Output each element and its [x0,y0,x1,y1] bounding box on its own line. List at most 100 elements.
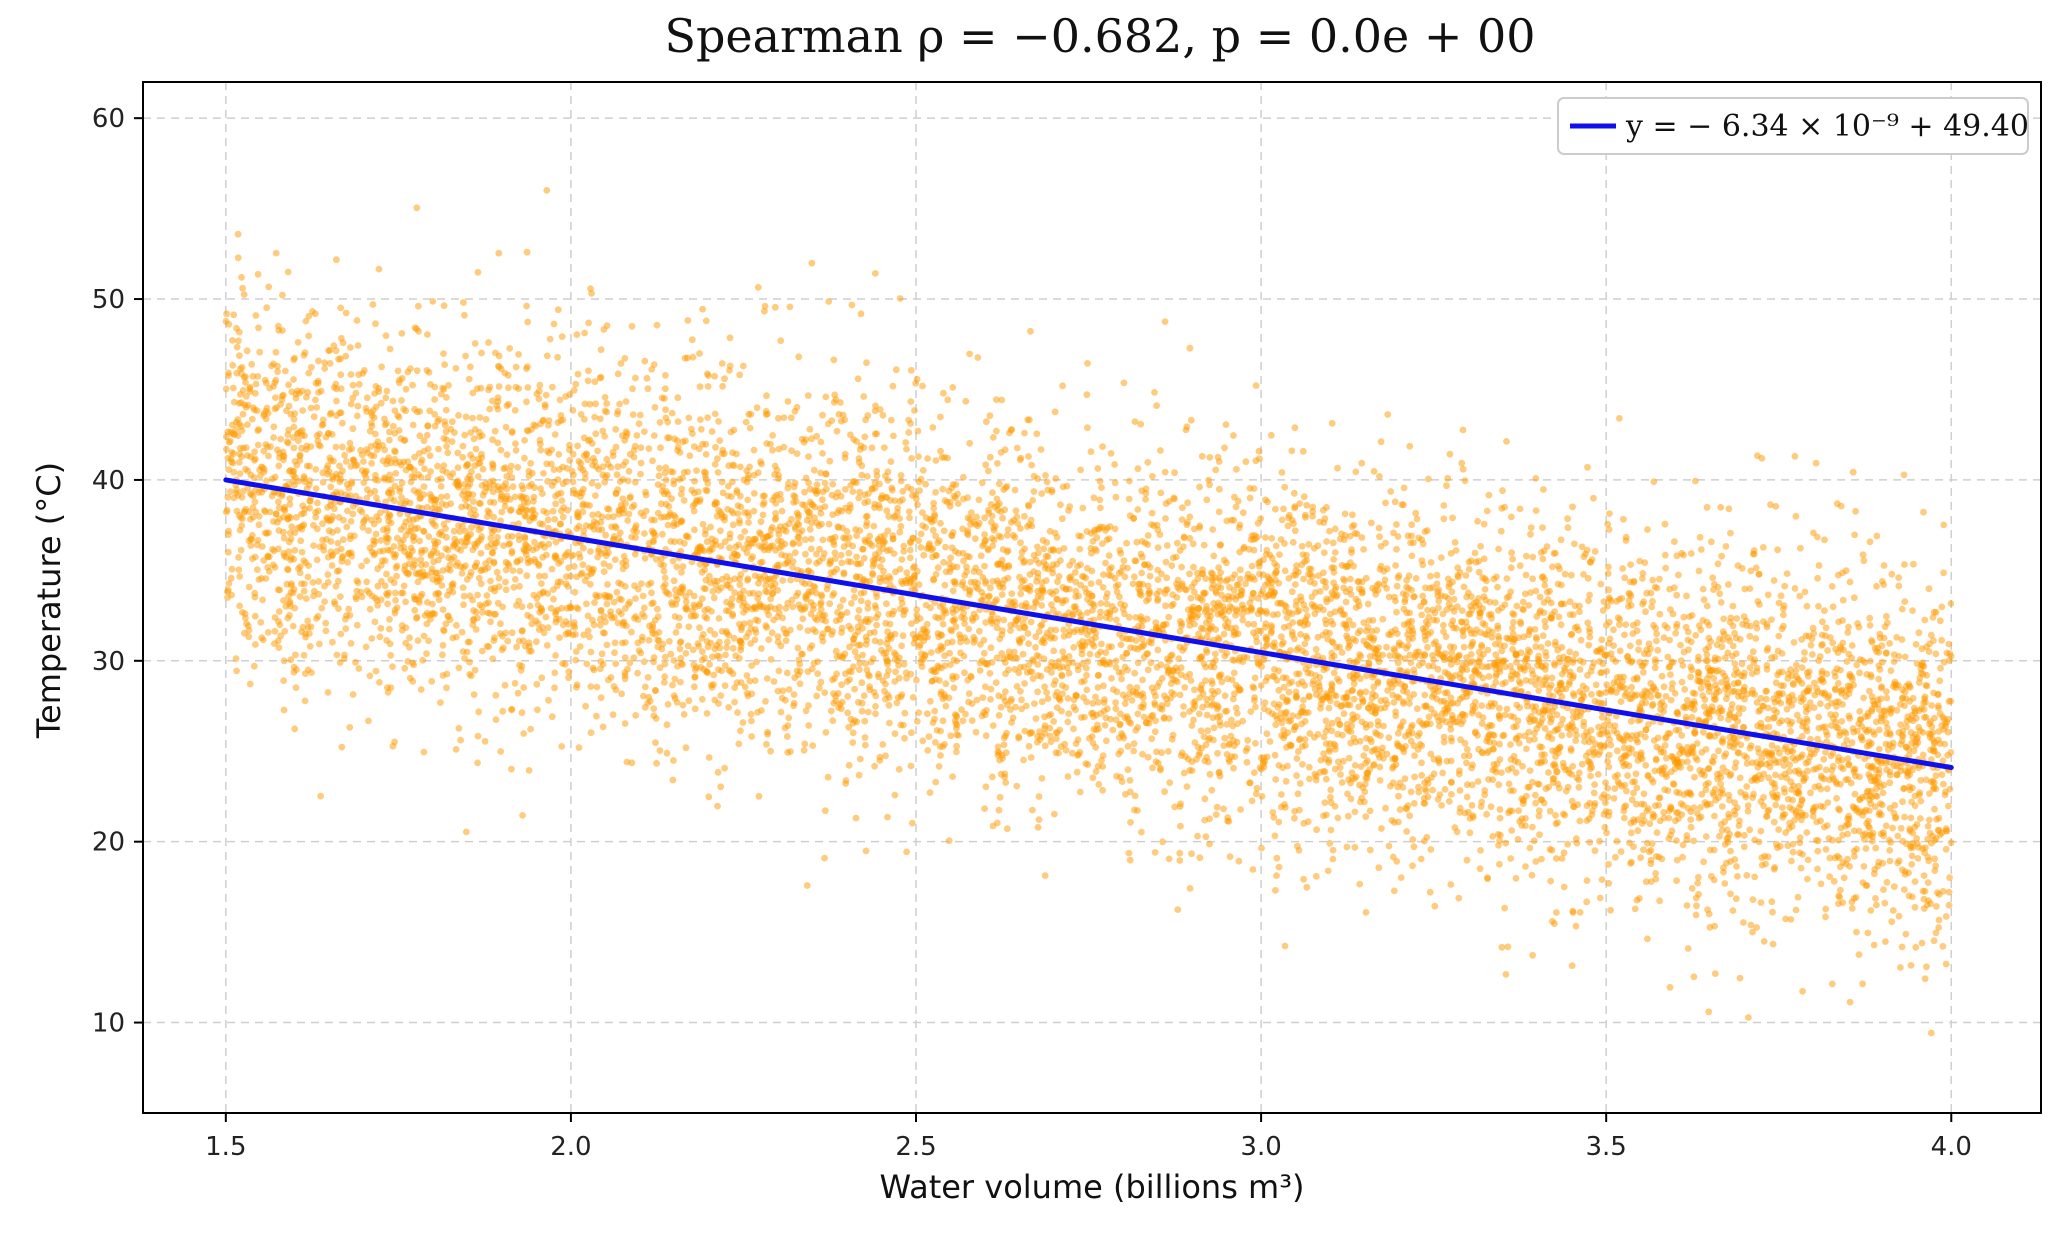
scatter-point [1807,789,1814,797]
scatter-point [1709,574,1717,582]
scatter-point [1846,714,1854,722]
scatter-point [562,630,570,638]
scatter-point [1853,661,1861,669]
scatter-point [628,322,636,330]
scatter-point [313,432,321,440]
scatter-point [393,534,401,542]
scatter-point [1643,839,1651,847]
scatter-point [550,320,558,328]
scatter-point [1225,756,1233,763]
scatter-point [1397,874,1405,881]
scatter-point [1194,832,1201,840]
scatter-point [625,467,633,475]
scatter-point [1481,586,1489,593]
scatter-point [947,554,954,562]
scatter-point [851,648,859,656]
scatter-point [358,593,366,601]
scatter-point [485,599,492,607]
scatter-point [825,520,833,528]
scatter-point [785,686,793,693]
scatter-point [621,675,629,683]
scatter-point [1360,619,1368,626]
scatter-point [344,507,351,515]
scatter-point [1921,616,1929,624]
scatter-point [503,451,511,458]
scatter-point [1158,675,1166,682]
scatter-point [1879,658,1886,666]
scatter-point [847,431,854,439]
scatter-point [1661,742,1669,749]
scatter-point [1083,686,1091,694]
scatter-point [1770,577,1778,584]
scatter-point [750,490,758,497]
scatter-point [639,592,647,600]
scatter-point [437,483,445,490]
scatter-point [949,384,957,391]
scatter-point [1797,864,1805,872]
scatter-point [1103,737,1110,745]
scatter-point [1856,669,1863,677]
scatter-point [837,705,845,713]
scatter-point [386,640,394,648]
scatter-point [1947,697,1955,705]
scatter-point [721,538,729,546]
scatter-point [997,533,1005,541]
scatter-point [654,509,662,517]
scatter-point [1610,626,1617,634]
scatter-point [690,601,698,609]
scatter-point [1053,533,1061,541]
scatter-point [1777,592,1785,600]
scatter-point [1642,608,1649,616]
scatter-point [254,373,262,380]
scatter-point [1158,749,1165,757]
scatter-point [1686,789,1694,796]
scatter-point [284,431,292,438]
scatter-point [1584,619,1592,627]
scatter-point [1678,732,1686,739]
scatter-point [736,371,744,379]
scatter-point [1945,888,1953,896]
scatter-point [791,674,799,682]
scatter-point [1272,721,1280,729]
scatter-point [1084,424,1091,432]
scatter-point [321,365,329,372]
scatter-point [737,463,744,471]
scatter-point [584,377,592,385]
scatter-point [1902,930,1910,938]
scatter-point [1822,748,1829,756]
scatter-point [1186,885,1194,892]
scatter-point [1794,893,1802,901]
scatter-point [1598,714,1606,721]
scatter-point [675,622,683,630]
scatter-point [1824,799,1832,806]
scatter-point [1826,873,1833,880]
scatter-point [421,465,428,473]
scatter-point [1699,692,1707,699]
scatter-point [372,430,379,438]
scatter-point [573,525,581,532]
scatter-point [551,684,558,692]
scatter-point [525,767,533,774]
scatter-point [1356,627,1364,635]
scatter-point [516,567,524,575]
scatter-point [614,407,622,415]
scatter-point [1047,738,1055,746]
scatter-point [1606,510,1613,517]
scatter-point [1000,616,1008,624]
scatter-point [1851,852,1858,860]
scatter-point [670,577,678,585]
scatter-point [641,555,649,562]
scatter-point [976,667,984,674]
scatter-point [763,675,771,682]
scatter-point [507,506,515,514]
scatter-point [272,394,279,401]
scatter-point [1382,804,1389,812]
scatter-point [1288,447,1296,455]
scatter-point [1275,818,1283,826]
scatter-point [1823,731,1831,739]
scatter-point [1635,639,1643,646]
scatter-point [1503,705,1511,713]
scatter-point [1664,653,1672,661]
scatter-point [1740,843,1748,851]
scatter-point [1495,545,1502,553]
